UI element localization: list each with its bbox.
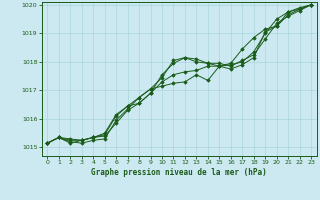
X-axis label: Graphe pression niveau de la mer (hPa): Graphe pression niveau de la mer (hPa) — [91, 168, 267, 177]
